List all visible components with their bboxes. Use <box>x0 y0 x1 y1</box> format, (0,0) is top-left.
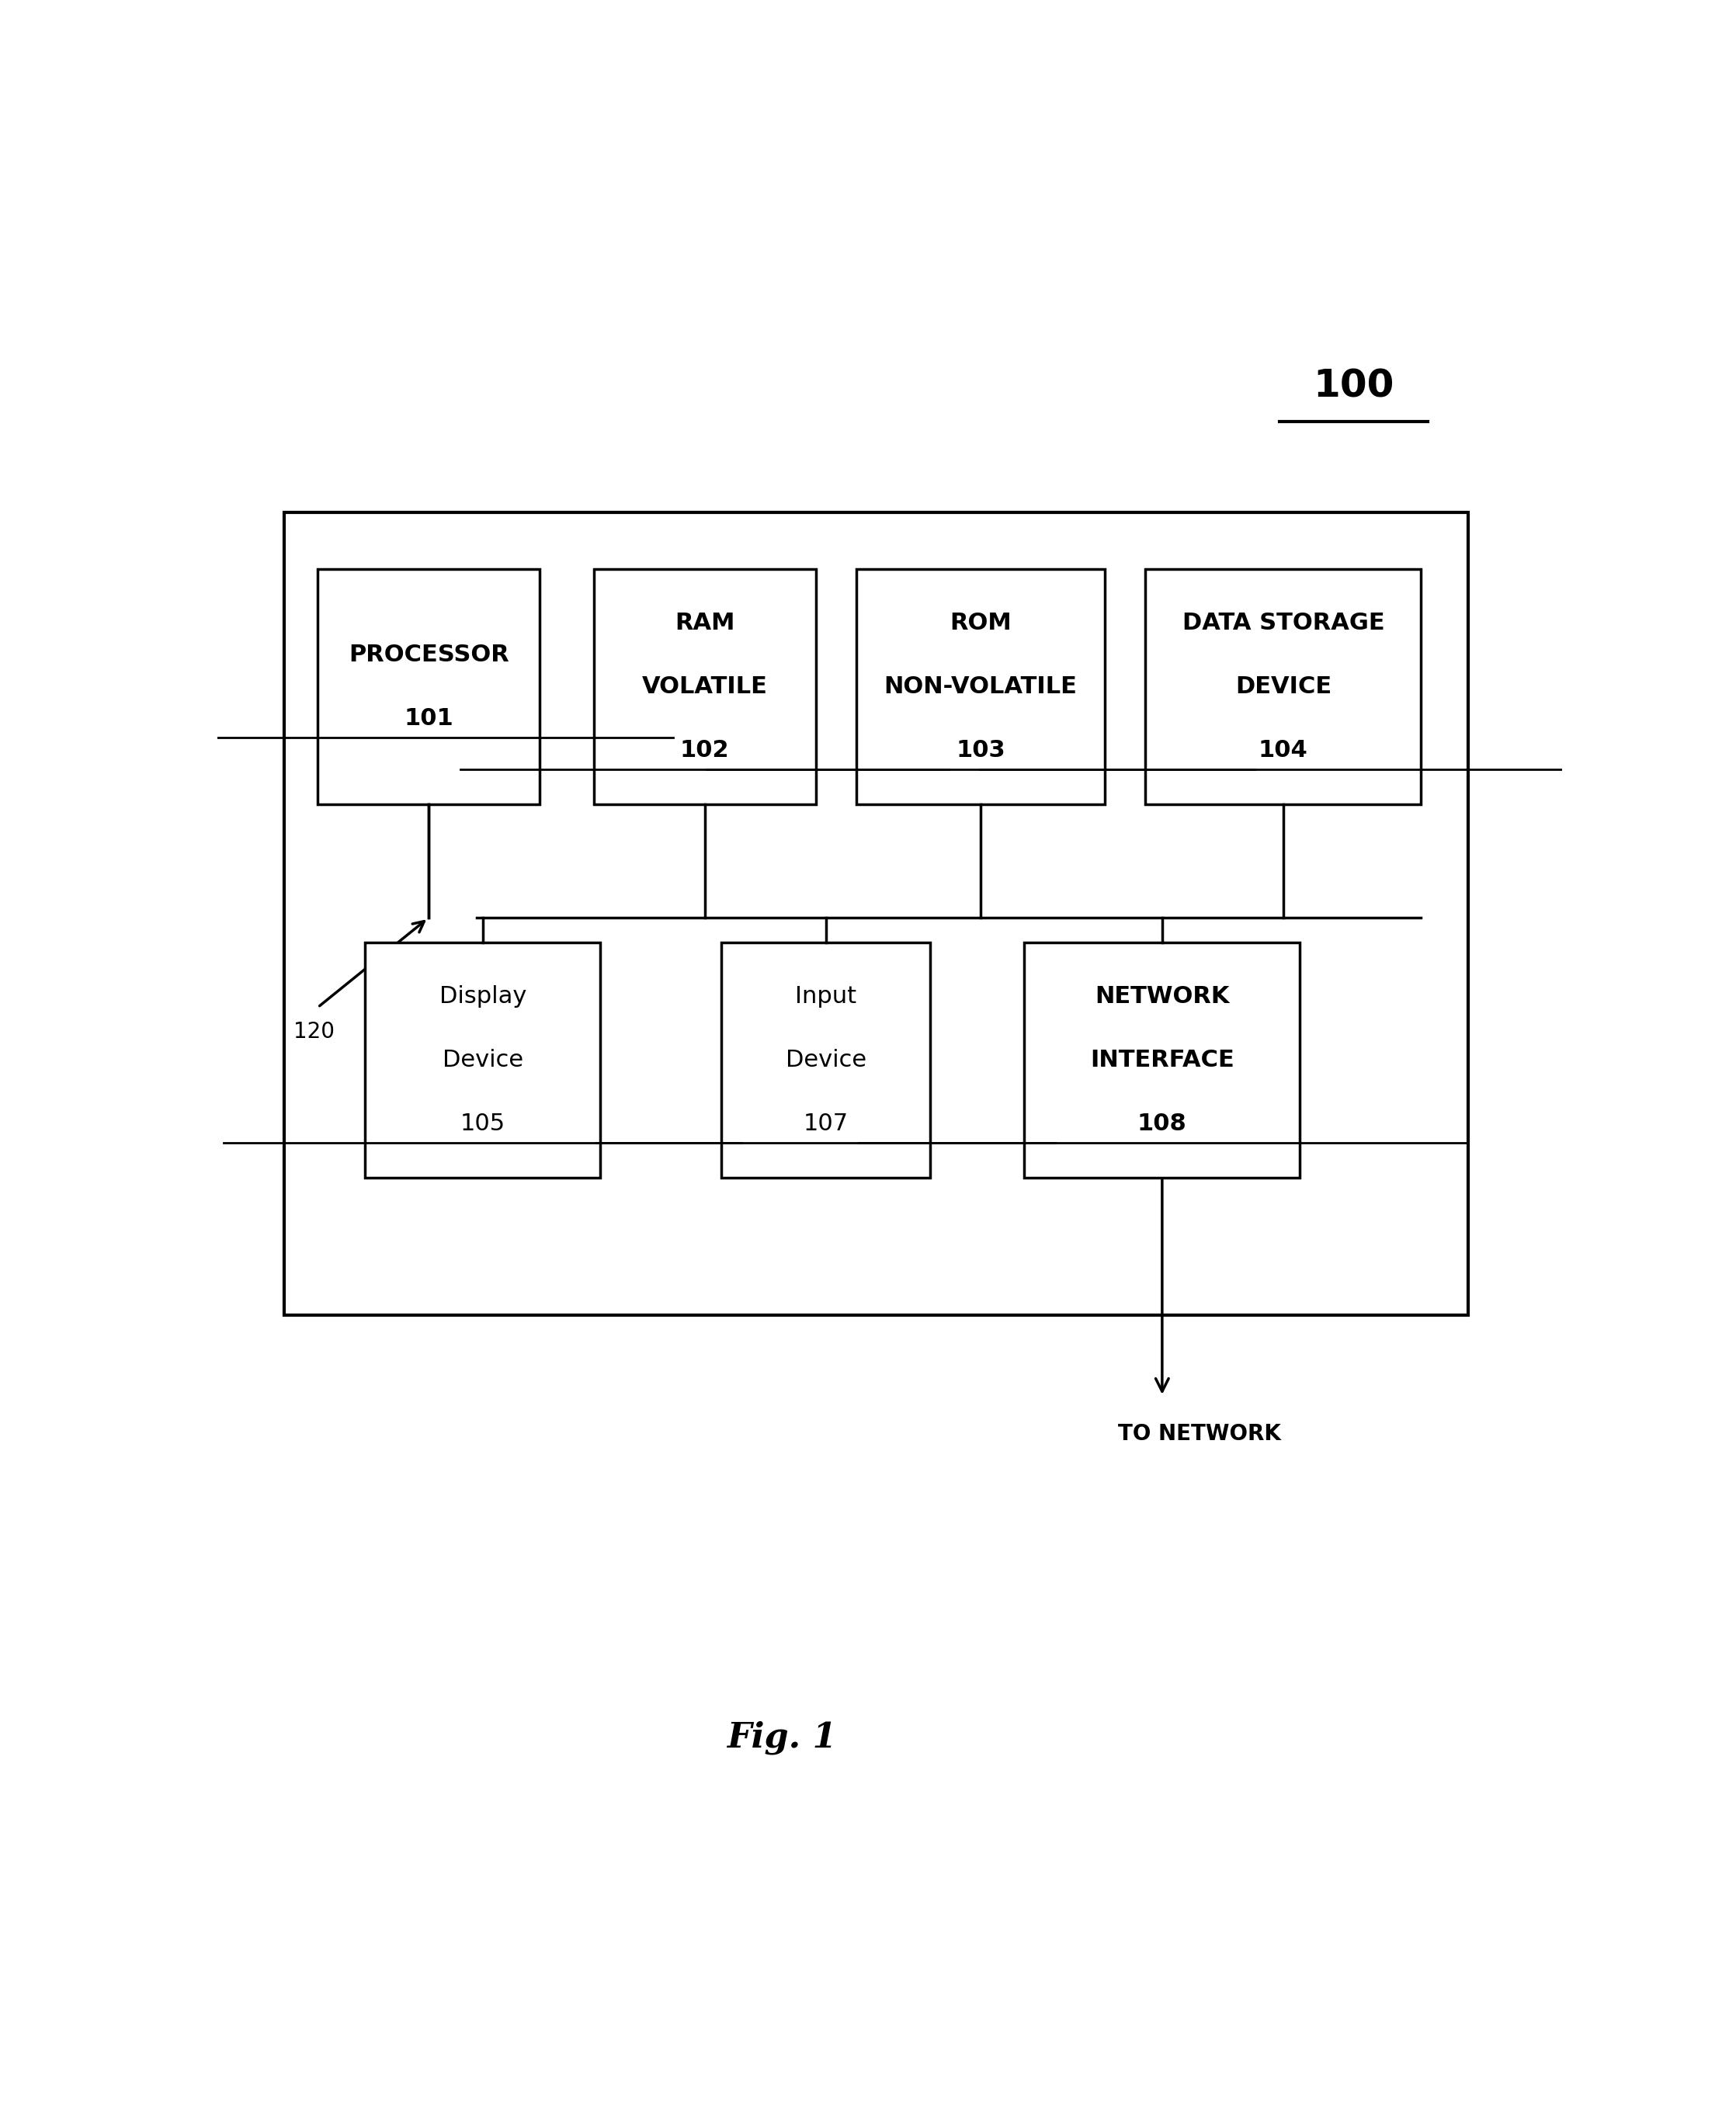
Bar <box>365 942 601 1178</box>
Bar <box>1146 569 1422 805</box>
Text: 108: 108 <box>1137 1112 1187 1136</box>
Text: PROCESSOR: PROCESSOR <box>349 645 509 666</box>
Text: DATA STORAGE: DATA STORAGE <box>1182 611 1384 634</box>
Text: Display: Display <box>439 986 526 1007</box>
Text: RAM: RAM <box>675 611 734 634</box>
Text: INTERFACE: INTERFACE <box>1090 1049 1234 1070</box>
Bar <box>285 512 1469 1315</box>
Text: 107: 107 <box>804 1112 849 1136</box>
Text: ROM: ROM <box>950 611 1012 634</box>
Text: Fig. 1: Fig. 1 <box>727 1721 837 1755</box>
Text: DEVICE: DEVICE <box>1234 676 1332 697</box>
Text: Device: Device <box>443 1049 523 1070</box>
Bar <box>856 569 1104 805</box>
Bar <box>594 569 816 805</box>
Text: NON-VOLATILE: NON-VOLATILE <box>884 676 1076 697</box>
Bar <box>1024 942 1300 1178</box>
Text: NETWORK: NETWORK <box>1095 986 1229 1007</box>
Text: TO NETWORK: TO NETWORK <box>1118 1422 1281 1445</box>
Text: Device: Device <box>785 1049 866 1070</box>
Text: 101: 101 <box>404 708 453 729</box>
Text: 103: 103 <box>957 740 1005 761</box>
Bar <box>318 569 540 805</box>
Text: Input: Input <box>795 986 856 1007</box>
Text: 120: 120 <box>293 1020 335 1043</box>
Text: 102: 102 <box>681 740 729 761</box>
Text: 105: 105 <box>460 1112 505 1136</box>
Text: 104: 104 <box>1259 740 1307 761</box>
Text: 100: 100 <box>1314 367 1394 405</box>
Text: VOLATILE: VOLATILE <box>642 676 767 697</box>
Bar <box>722 942 930 1178</box>
